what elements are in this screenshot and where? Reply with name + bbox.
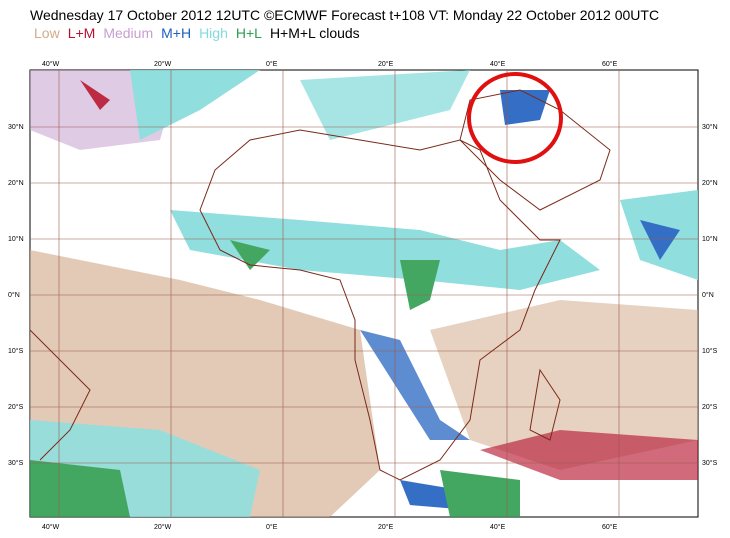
madagascar-coastline	[529, 368, 561, 441]
lat-label: 10°N	[702, 235, 718, 243]
lat-label: 10°S	[8, 347, 24, 355]
lon-label: 40°E	[490, 60, 506, 68]
lat-label: 0°N	[702, 291, 714, 299]
highlight-circle	[467, 72, 563, 164]
legend-item: H+L	[236, 25, 262, 41]
legend-item: High	[199, 25, 228, 41]
lat-label: 30°S	[8, 459, 24, 467]
high-cloud	[170, 210, 600, 290]
lat-label: 10°S	[702, 347, 718, 355]
lon-label: 40°W	[42, 60, 60, 68]
lat-label: 20°N	[8, 179, 24, 187]
low-mid-cloud	[480, 430, 698, 480]
legend-item: M+H	[161, 25, 191, 41]
lat-label: 20°S	[8, 403, 24, 411]
low-cloud	[430, 300, 698, 470]
high-low-cloud	[30, 460, 130, 517]
lat-label: 30°S	[702, 459, 718, 467]
lon-label: 20°W	[154, 523, 172, 531]
graticule: 40°W 40°W 20°W 20°W 0°E 0°E 20°E 20°E 40°E 40°E 60…	[8, 60, 718, 531]
africa-coastline	[199, 129, 561, 481]
lat-label: 20°N	[702, 179, 718, 187]
lat-label: 30°N	[8, 123, 24, 131]
legend: Low L+M Medium M+H High H+L H+M+L clouds	[34, 25, 360, 41]
legend-item: Low	[34, 25, 61, 41]
high-cloud	[130, 70, 260, 140]
lon-label: 40°W	[42, 523, 60, 531]
legend-item: Medium	[103, 25, 153, 41]
mid-high-cloud	[640, 220, 680, 260]
lat-label: 0°N	[8, 291, 20, 299]
title: Wednesday 17 October 2012 12UTC ©ECMWF F…	[30, 7, 659, 23]
south-america-coastline	[29, 329, 91, 461]
lon-label: 20°E	[378, 60, 394, 68]
cloud-fields	[30, 70, 698, 517]
lon-label: 20°E	[378, 523, 394, 531]
high-low-cloud	[230, 240, 270, 270]
low-mid-cloud	[80, 80, 110, 110]
arabia-coastline	[459, 89, 611, 211]
mid-high-cloud	[360, 330, 470, 440]
lat-label: 20°S	[702, 403, 718, 411]
lon-label: 0°E	[266, 60, 278, 68]
legend-item: H+M+L clouds	[270, 25, 360, 41]
lat-label: 30°N	[702, 123, 718, 131]
lon-label: 60°E	[602, 60, 618, 68]
high-cloud	[300, 70, 470, 140]
high-low-cloud	[400, 260, 440, 310]
map: 40°W 40°W 20°W 20°W 0°E 0°E 20°E 20°E 40°E 40°E 60…	[8, 60, 718, 531]
lon-label: 60°E	[602, 523, 618, 531]
high-low-cloud	[440, 470, 520, 517]
lat-label: 10°N	[8, 235, 24, 243]
lon-label: 20°W	[154, 60, 172, 68]
lon-label: 0°E	[266, 523, 278, 531]
legend-item: L+M	[68, 25, 96, 41]
lon-label: 40°E	[490, 523, 506, 531]
